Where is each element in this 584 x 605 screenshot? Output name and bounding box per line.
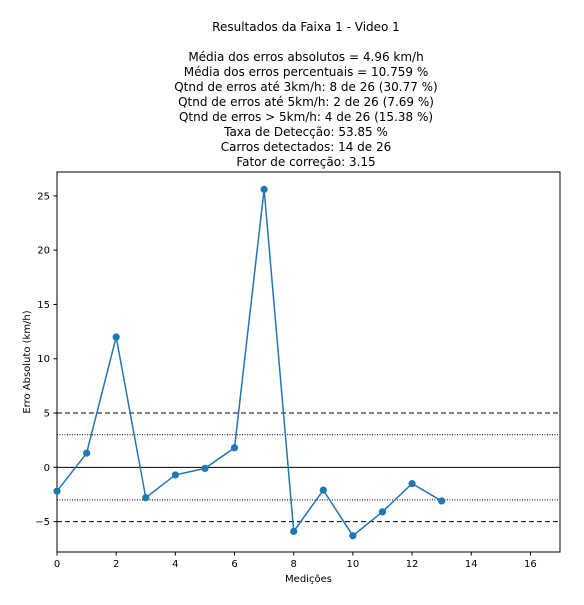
data-point — [290, 527, 298, 535]
x-axis-label: Medições — [285, 574, 332, 585]
data-point — [201, 464, 209, 472]
title-line: Fator de correção: 3.15 — [236, 155, 375, 169]
y-tick-label: −5 — [35, 517, 50, 528]
x-tick-label: 6 — [231, 559, 237, 570]
data-point — [112, 333, 120, 341]
data-point — [230, 444, 239, 452]
data-point — [319, 486, 327, 494]
x-tick-label: 4 — [172, 559, 178, 570]
x-tick-label: 0 — [54, 559, 60, 570]
data-point — [53, 487, 61, 495]
data-point — [378, 508, 387, 516]
plot-area — [53, 171, 561, 553]
data-point — [408, 480, 416, 488]
title-line: Qtnd de erros até 5km/h: 2 de 26 (7.69 %… — [178, 95, 434, 109]
x-tick-label: 12 — [406, 559, 419, 570]
data-point — [438, 497, 446, 505]
title-line: Carros detectados: 14 de 26 — [221, 140, 392, 154]
series-line — [56, 189, 443, 537]
y-axis-ticks: −5 0 5 10 15 20 25 — [35, 191, 57, 528]
y-axis-label: Erro Absoluto (km/h) — [22, 310, 33, 413]
data-point — [349, 532, 357, 540]
y-tick-label: 20 — [37, 246, 50, 257]
chart-title: Resultados da Faixa 1 - Video 1 Média dos… — [174, 20, 438, 169]
title-line: Média dos erros absolutos = 4.96 km/h — [188, 50, 423, 64]
x-tick-label: 16 — [524, 559, 537, 570]
title-line: Taxa de Detecção: 53.85 % — [223, 125, 388, 139]
data-point — [171, 471, 179, 479]
x-tick-label: 14 — [465, 559, 478, 570]
data-point — [142, 494, 150, 502]
title-line: Qtnd de erros até 3km/h: 8 de 26 (30.77 … — [174, 80, 438, 94]
plot-frame — [56, 171, 561, 553]
x-tick-label: 2 — [113, 559, 119, 570]
title-line: Resultados da Faixa 1 - Video 1 — [212, 20, 400, 34]
data-point — [260, 185, 268, 193]
x-axis-ticks: 0 2 4 6 8 10 12 14 16 — [54, 552, 537, 570]
y-tick-label: 0 — [44, 463, 50, 474]
x-tick-label: 10 — [347, 559, 360, 570]
y-tick-label: 25 — [37, 191, 50, 202]
title-line: Média dos erros percentuais = 10.759 % — [184, 65, 428, 79]
series-group — [53, 185, 446, 540]
title-line: Qtnd de erros > 5km/h: 4 de 26 (15.38 %) — [179, 110, 433, 124]
data-point — [82, 449, 91, 457]
x-tick-label: 8 — [291, 559, 297, 570]
y-tick-label: 15 — [37, 300, 50, 311]
y-tick-label: 5 — [44, 409, 50, 420]
y-tick-label: 10 — [37, 354, 50, 365]
